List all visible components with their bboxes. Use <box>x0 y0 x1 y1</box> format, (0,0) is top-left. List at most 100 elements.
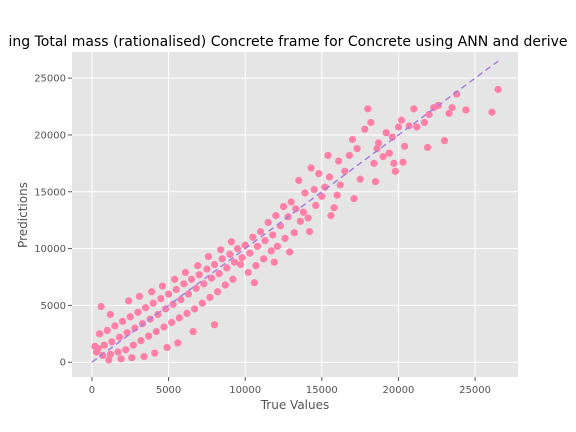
data-point <box>175 314 183 322</box>
data-point <box>272 212 280 220</box>
data-point <box>95 330 104 338</box>
y-axis-label: Predictions <box>16 182 30 248</box>
data-point <box>181 268 190 277</box>
data-point <box>105 356 113 364</box>
y-tick-label: 5000 <box>41 301 66 312</box>
data-point <box>122 346 130 354</box>
data-point <box>379 152 387 161</box>
data-point <box>230 258 239 266</box>
data-point <box>134 308 142 316</box>
data-point <box>238 254 246 262</box>
data-point <box>169 300 177 308</box>
data-point <box>236 260 245 269</box>
data-point <box>106 350 114 358</box>
data-point <box>448 104 456 112</box>
data-point <box>250 279 258 287</box>
data-point <box>244 268 252 277</box>
data-point <box>281 234 289 242</box>
plot-area <box>72 52 518 377</box>
data-point <box>312 201 320 210</box>
data-point <box>273 242 281 250</box>
data-point <box>163 343 171 352</box>
data-point <box>229 275 237 283</box>
data-point <box>296 217 304 225</box>
data-point <box>382 129 390 137</box>
data-point <box>100 341 108 349</box>
data-point <box>373 144 381 153</box>
data-point <box>117 355 125 363</box>
data-point <box>445 109 453 117</box>
data-point <box>299 208 308 216</box>
data-point <box>125 297 133 305</box>
data-point <box>356 175 364 183</box>
data-point <box>152 327 160 336</box>
data-point <box>207 274 216 282</box>
data-point <box>253 242 262 250</box>
data-point <box>252 262 260 270</box>
data-point <box>189 327 197 336</box>
data-point <box>192 284 200 292</box>
y-tick-label: 25000 <box>34 74 66 85</box>
data-point <box>214 288 222 296</box>
data-point <box>350 194 358 203</box>
data-point <box>91 342 99 350</box>
data-point <box>135 292 144 300</box>
data-point <box>353 144 361 153</box>
data-point <box>279 202 288 211</box>
y-tick-label: 20000 <box>34 130 66 141</box>
data-point <box>315 169 323 178</box>
reference-line <box>91 60 499 363</box>
data-point <box>310 185 318 194</box>
data-point <box>172 285 180 294</box>
x-tick-label: 20000 <box>383 385 415 396</box>
x-tick-label: 10000 <box>229 385 261 396</box>
data-point <box>325 173 334 181</box>
data-point <box>335 157 343 165</box>
data-point <box>367 118 375 127</box>
data-point <box>256 227 265 236</box>
data-point <box>141 304 150 312</box>
y-tick-label: 10000 <box>34 244 66 255</box>
data-point <box>318 192 326 200</box>
data-point <box>364 105 372 113</box>
data-point <box>103 326 111 335</box>
data-point <box>171 275 179 283</box>
x-tick-label: 5000 <box>156 385 181 396</box>
data-point <box>206 293 214 302</box>
chart-title: ing Total mass (rationalised) Concrete f… <box>9 34 568 50</box>
data-point <box>221 281 229 289</box>
data-point <box>204 252 213 261</box>
data-point <box>394 123 403 131</box>
data-point <box>371 177 380 186</box>
data-point <box>370 159 378 167</box>
data-point <box>391 167 399 175</box>
data-point <box>210 260 219 269</box>
data-point <box>336 181 344 189</box>
x-tick-label: 0 <box>89 385 95 396</box>
data-point <box>233 244 242 253</box>
data-point <box>183 309 191 317</box>
x-tick-label: 25000 <box>459 385 491 396</box>
data-point <box>348 135 357 144</box>
data-point <box>400 142 409 150</box>
data-point <box>327 212 335 220</box>
data-point <box>128 354 136 362</box>
data-point <box>180 280 188 288</box>
y-tick-label: 0 <box>60 358 66 369</box>
data-point <box>374 139 383 147</box>
data-point <box>425 110 433 119</box>
data-point <box>286 248 294 256</box>
data-point <box>149 299 157 307</box>
data-point <box>249 233 257 241</box>
data-point <box>217 246 225 254</box>
data-point <box>324 151 332 160</box>
data-point <box>137 337 145 345</box>
data-point <box>168 318 176 327</box>
data-point <box>115 333 124 341</box>
data-point <box>330 204 338 212</box>
data-point <box>118 317 127 325</box>
data-point <box>488 108 496 116</box>
data-point <box>397 116 406 124</box>
data-point <box>341 167 349 175</box>
